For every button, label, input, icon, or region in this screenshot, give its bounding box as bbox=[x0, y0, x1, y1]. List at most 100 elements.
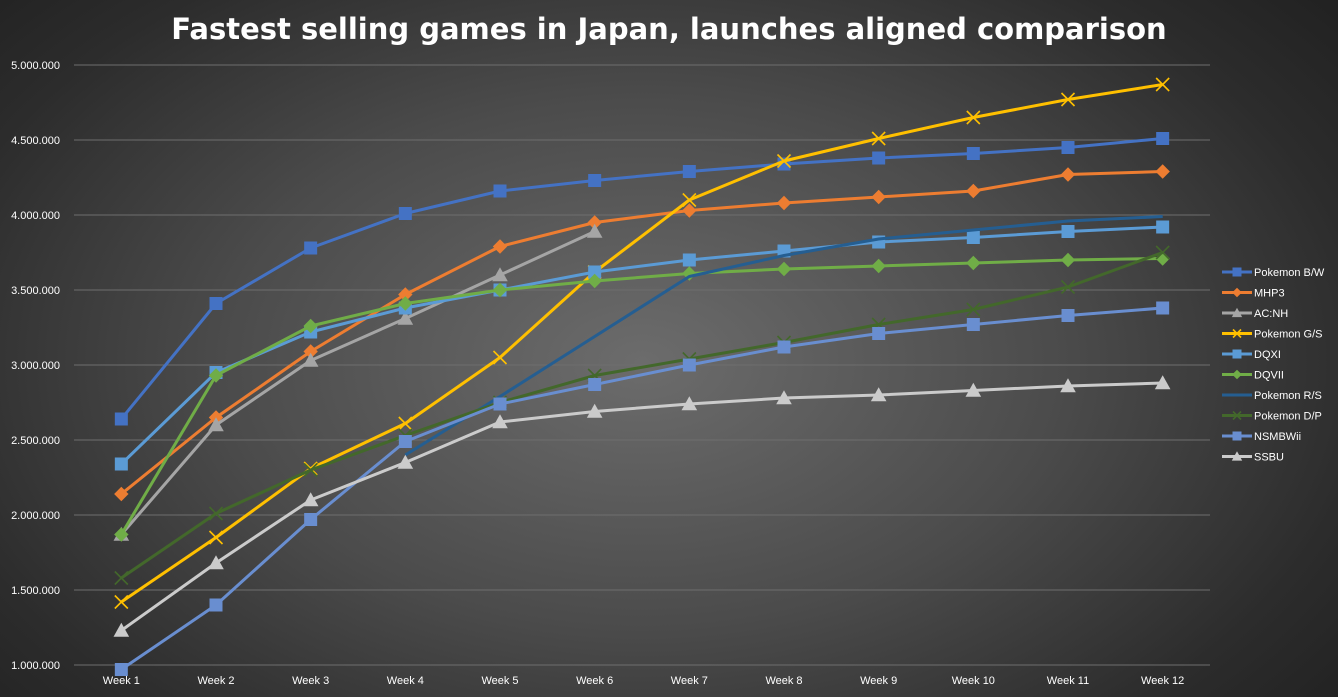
series-nsmbwii bbox=[114, 301, 1170, 676]
data-point bbox=[114, 412, 128, 426]
data-point bbox=[871, 258, 886, 274]
series-line bbox=[120, 257, 1163, 536]
data-point bbox=[682, 203, 697, 218]
data-point bbox=[1156, 301, 1170, 315]
data-point bbox=[1232, 328, 1242, 339]
legend-item: NSMBWii bbox=[1222, 431, 1301, 443]
legend-item: Pokemon R/S bbox=[1222, 390, 1322, 402]
series-line bbox=[120, 83, 1163, 604]
data-point bbox=[681, 396, 698, 411]
data-point bbox=[1232, 369, 1242, 380]
data-point bbox=[1232, 349, 1242, 359]
data-point bbox=[966, 183, 981, 199]
y-tick-label: 3.500.000 bbox=[11, 285, 60, 297]
x-tick-label: Week 9 bbox=[860, 675, 897, 687]
data-point bbox=[114, 663, 128, 676]
data-point bbox=[776, 261, 792, 277]
data-point bbox=[113, 622, 130, 637]
data-point bbox=[493, 184, 507, 198]
x-tick-label: Week 5 bbox=[481, 675, 518, 687]
legend-item: DQXI bbox=[1222, 349, 1281, 361]
data-point bbox=[208, 555, 224, 570]
data-point bbox=[587, 273, 602, 289]
y-tick-label: 2.000.000 bbox=[11, 510, 60, 522]
series-pokemon-r-s bbox=[404, 215, 1163, 457]
y-axis-ticks: 1.000.000 1.500.000 2.000.000 2.500.000 3.00… bbox=[11, 60, 60, 672]
x-tick-label: Week 1 bbox=[103, 675, 140, 687]
data-point bbox=[397, 454, 414, 469]
series-line bbox=[120, 381, 1163, 632]
series-group bbox=[113, 77, 1171, 676]
data-point bbox=[303, 318, 318, 334]
data-point bbox=[586, 223, 603, 238]
data-point bbox=[302, 492, 319, 507]
data-point bbox=[1155, 77, 1170, 92]
data-point bbox=[1061, 309, 1075, 322]
series-line bbox=[404, 215, 1163, 457]
data-point bbox=[304, 513, 318, 526]
data-point bbox=[114, 594, 129, 610]
data-point bbox=[588, 174, 602, 187]
data-point bbox=[1231, 307, 1243, 318]
series-pokemon-b-w bbox=[114, 132, 1170, 426]
data-point bbox=[966, 302, 981, 317]
data-point bbox=[966, 110, 981, 125]
data-point bbox=[587, 215, 602, 230]
data-point bbox=[208, 530, 224, 545]
data-point bbox=[398, 435, 412, 448]
x-tick-label: Week 11 bbox=[1047, 675, 1089, 687]
data-point bbox=[114, 486, 129, 502]
legend-label: SSBU bbox=[1254, 452, 1284, 464]
data-point bbox=[872, 151, 886, 165]
data-point bbox=[965, 382, 982, 397]
data-point bbox=[1156, 132, 1170, 145]
series-ssbu bbox=[113, 375, 1171, 637]
data-point bbox=[1232, 410, 1242, 421]
data-point bbox=[1232, 267, 1242, 277]
series-pokemon-g-s bbox=[114, 77, 1170, 610]
y-tick-label: 4.000.000 bbox=[11, 210, 60, 222]
series-mhp3 bbox=[114, 164, 1170, 502]
legend-label: DQVII bbox=[1254, 370, 1284, 382]
series-line bbox=[120, 137, 1163, 420]
data-point bbox=[872, 327, 886, 340]
data-point bbox=[586, 403, 603, 418]
data-point bbox=[398, 296, 413, 311]
data-point bbox=[1232, 431, 1242, 441]
x-axis-ticks: Week 1 Week 2 Week 3 Week 4 Week 5 Week 6 Week… bbox=[103, 675, 1184, 687]
data-point bbox=[398, 416, 413, 431]
data-point bbox=[1232, 287, 1242, 298]
y-tick-label: 3.000.000 bbox=[11, 360, 60, 372]
legend-label: NSMBWii bbox=[1254, 431, 1301, 443]
data-point bbox=[682, 192, 697, 208]
data-point bbox=[492, 267, 508, 282]
gridlines bbox=[74, 64, 1210, 666]
data-point bbox=[492, 239, 508, 254]
data-point bbox=[682, 165, 696, 178]
data-point bbox=[682, 358, 696, 372]
data-point bbox=[1060, 167, 1076, 182]
x-tick-label: Week 7 bbox=[671, 675, 708, 687]
legend: Pokemon B/W MHP3 AC:NH Pokemon G/S DQXI DQVII… bbox=[1222, 267, 1325, 464]
x-tick-label: Week 2 bbox=[197, 675, 234, 687]
y-tick-label: 1.000.000 bbox=[11, 660, 60, 672]
data-point bbox=[397, 310, 414, 325]
data-point bbox=[1061, 141, 1075, 154]
data-point bbox=[303, 344, 318, 359]
x-tick-label: Week 8 bbox=[765, 675, 802, 687]
legend-label: MHP3 bbox=[1254, 288, 1285, 300]
data-point bbox=[398, 207, 412, 220]
data-point bbox=[871, 189, 886, 205]
series-ac-nh bbox=[113, 223, 603, 541]
data-point bbox=[776, 390, 792, 405]
series-pokemon-d-p bbox=[114, 245, 1170, 586]
legend-label: DQXI bbox=[1254, 349, 1281, 361]
data-point bbox=[208, 417, 224, 432]
data-point bbox=[493, 397, 507, 411]
data-point bbox=[1154, 375, 1171, 390]
data-point bbox=[1231, 451, 1243, 461]
x-tick-label: Week 6 bbox=[576, 675, 613, 687]
data-point bbox=[303, 462, 318, 478]
data-point bbox=[1061, 225, 1075, 238]
